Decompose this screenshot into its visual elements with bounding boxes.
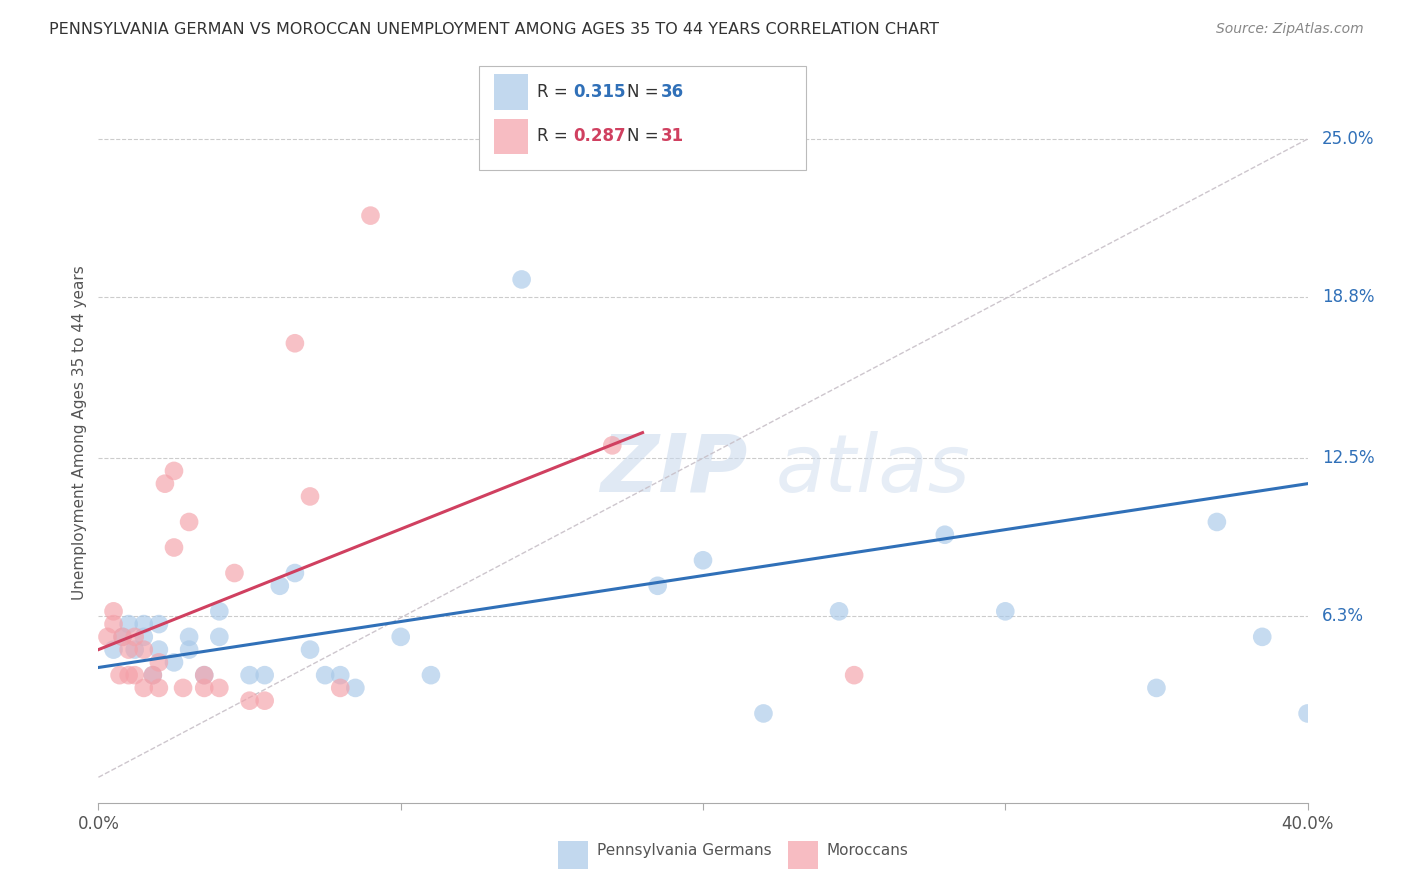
Point <box>103 604 125 618</box>
Point <box>1296 706 1319 721</box>
Point <box>179 515 201 529</box>
Point <box>148 656 170 670</box>
FancyBboxPatch shape <box>494 119 527 154</box>
Text: N =: N = <box>627 128 664 145</box>
Text: atlas: atlas <box>776 431 970 508</box>
Point <box>344 681 367 695</box>
Point <box>239 694 262 708</box>
Point <box>1251 630 1274 644</box>
Text: 6.3%: 6.3% <box>1322 607 1364 625</box>
Point <box>142 668 165 682</box>
Point <box>329 668 352 682</box>
Point <box>103 617 125 632</box>
Point <box>148 642 170 657</box>
Point <box>153 476 176 491</box>
Text: R =: R = <box>537 83 574 101</box>
Point <box>118 617 141 632</box>
Point <box>124 642 146 657</box>
Point <box>752 706 775 721</box>
Point <box>299 642 322 657</box>
Point <box>208 681 231 695</box>
Point <box>299 490 322 504</box>
Point <box>118 668 141 682</box>
Point <box>284 336 307 351</box>
Point <box>193 681 215 695</box>
Point <box>132 642 155 657</box>
Text: 12.5%: 12.5% <box>1322 450 1375 467</box>
Y-axis label: Unemployment Among Ages 35 to 44 years: Unemployment Among Ages 35 to 44 years <box>72 265 87 600</box>
Point <box>994 604 1017 618</box>
Point <box>193 668 215 682</box>
Point <box>132 630 155 644</box>
Text: 0.315: 0.315 <box>574 83 626 101</box>
Point <box>510 272 533 286</box>
Point <box>103 642 125 657</box>
Point <box>172 681 194 695</box>
FancyBboxPatch shape <box>479 66 806 169</box>
Point <box>420 668 443 682</box>
Point <box>253 668 276 682</box>
FancyBboxPatch shape <box>494 74 527 110</box>
Point <box>124 630 146 644</box>
Point <box>163 656 186 670</box>
Point <box>163 541 186 555</box>
Text: Moroccans: Moroccans <box>827 844 908 858</box>
Point <box>132 617 155 632</box>
FancyBboxPatch shape <box>787 841 818 870</box>
Point <box>179 642 201 657</box>
Point <box>1144 681 1167 695</box>
Text: 31: 31 <box>661 128 683 145</box>
Point <box>224 566 246 580</box>
Point <box>208 604 231 618</box>
Text: Pennsylvania Germans: Pennsylvania Germans <box>596 844 772 858</box>
Text: Source: ZipAtlas.com: Source: ZipAtlas.com <box>1216 22 1364 37</box>
Text: N =: N = <box>627 83 664 101</box>
Point <box>132 681 155 695</box>
Point <box>148 617 170 632</box>
Point <box>828 604 851 618</box>
Point <box>314 668 336 682</box>
Point <box>111 630 134 644</box>
Point <box>142 668 165 682</box>
Text: 25.0%: 25.0% <box>1322 130 1375 148</box>
Point <box>96 630 118 644</box>
Point <box>253 694 276 708</box>
Point <box>602 438 624 452</box>
Point <box>208 630 231 644</box>
Point <box>239 668 262 682</box>
Text: 36: 36 <box>661 83 683 101</box>
Point <box>108 668 131 682</box>
FancyBboxPatch shape <box>558 841 588 870</box>
Text: PENNSYLVANIA GERMAN VS MOROCCAN UNEMPLOYMENT AMONG AGES 35 TO 44 YEARS CORRELATI: PENNSYLVANIA GERMAN VS MOROCCAN UNEMPLOY… <box>49 22 939 37</box>
Point <box>844 668 866 682</box>
Point <box>692 553 714 567</box>
Point <box>111 630 134 644</box>
Point <box>118 642 141 657</box>
Point <box>124 668 146 682</box>
Point <box>389 630 412 644</box>
Point <box>148 681 170 695</box>
Point <box>360 209 382 223</box>
Text: ZIP: ZIP <box>600 431 748 508</box>
Text: 18.8%: 18.8% <box>1322 288 1375 306</box>
Point <box>179 630 201 644</box>
Point <box>647 579 669 593</box>
Point <box>269 579 291 593</box>
Point <box>934 527 956 541</box>
Point <box>163 464 186 478</box>
Text: R =: R = <box>537 128 574 145</box>
Text: 0.287: 0.287 <box>574 128 626 145</box>
Point <box>329 681 352 695</box>
Point <box>193 668 215 682</box>
Point <box>1206 515 1229 529</box>
Point <box>284 566 307 580</box>
